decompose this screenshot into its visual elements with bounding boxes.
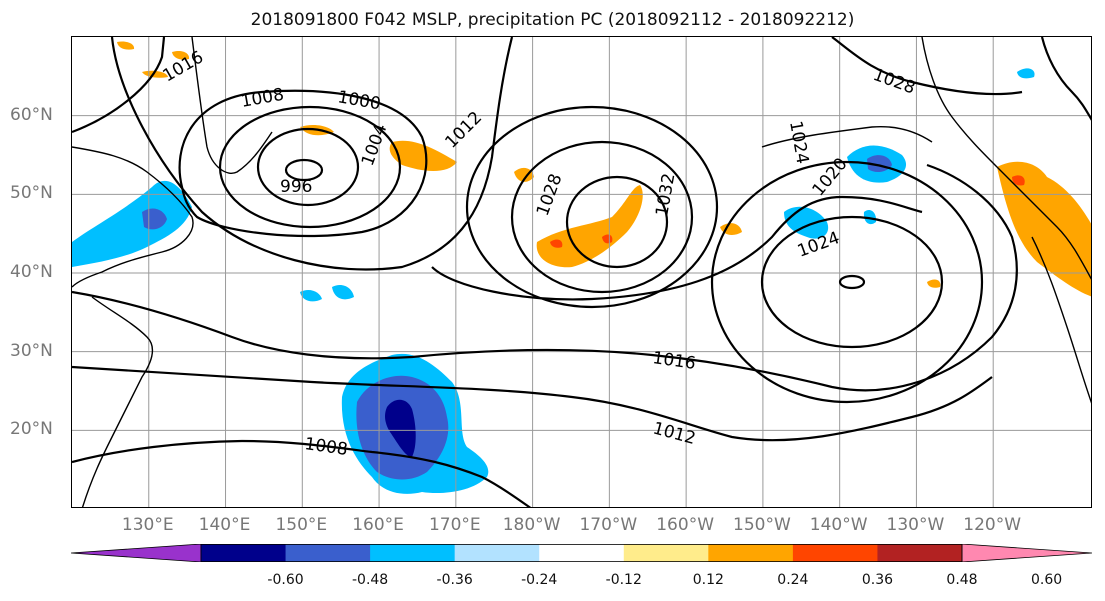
colorbar-segment — [708, 544, 794, 562]
map-canvas: 1016 1008 1000 996 1004 1012 1028 1032 1… — [72, 37, 1091, 507]
negative-precip-region — [385, 399, 416, 457]
isobar-1012-south — [72, 365, 993, 442]
isobar-1000 — [256, 127, 360, 207]
longitude-label: 120°W — [963, 515, 1022, 535]
isobar-label: 1024 — [785, 119, 812, 165]
longitude-label: 160°E — [352, 515, 404, 535]
colorbar-tick-label: 0.48 — [946, 572, 978, 588]
isobar-1024-east — [760, 215, 944, 349]
positive-precip-region — [172, 50, 190, 60]
isobar-northeast — [831, 37, 1023, 96]
isobar-1016 — [72, 163, 1018, 392]
latitude-label: 40°N — [10, 262, 53, 282]
colorbar-tick-label: -0.24 — [521, 572, 558, 588]
colorbar-segment — [370, 544, 456, 562]
map-panel: 1016 1008 1000 996 1004 1012 1028 1032 1… — [71, 36, 1092, 508]
colorbar-segment — [201, 544, 287, 562]
isobar-996 — [284, 158, 324, 182]
latitude-label: 20°N — [10, 419, 53, 440]
isobar-1020 — [431, 195, 923, 301]
longitude-label: 170°W — [579, 515, 638, 535]
longitude-label: 180°W — [502, 515, 561, 535]
longitude-label: 130°E — [121, 515, 174, 535]
colorbar-tick-label: -0.12 — [605, 572, 642, 588]
isobar-label: 1008 — [239, 85, 285, 112]
negative-precip-region — [1017, 68, 1035, 79]
longitude-label: 150°W — [733, 515, 791, 535]
colorbar-segment — [454, 544, 540, 562]
isobar-1020-east — [710, 160, 984, 404]
colorbar-tick-label: 0.60 — [1030, 572, 1063, 588]
negative-precip-region — [300, 289, 322, 302]
isobar-label: 1028 — [533, 171, 567, 218]
positive-precip-region — [514, 167, 534, 182]
longitude-label: 170°E — [428, 515, 481, 535]
isobar-1008-south — [72, 439, 532, 507]
colorbar-outline — [200, 544, 963, 562]
isobar-1028 — [510, 140, 694, 294]
negative-precip-region — [332, 285, 354, 300]
positive-precip-region — [720, 223, 742, 235]
negative-precip-region — [72, 180, 192, 267]
positive-precip-region — [1012, 175, 1025, 186]
colorbar-tick-label: -0.48 — [351, 572, 389, 588]
negative-precip-region — [863, 210, 877, 225]
isobar-label: 996 — [280, 177, 312, 197]
longitude-label: 140°E — [198, 515, 251, 535]
colorbar-tick-label: -0.60 — [267, 572, 304, 588]
isobar-1012 — [110, 37, 514, 271]
map-title: 2018091800 F042 MSLP, precipitation PC (… — [250, 10, 855, 30]
latitude-label: 50°N — [10, 183, 53, 204]
positive-precip-region — [536, 185, 643, 268]
negative-precip-region — [142, 208, 167, 230]
colorbar-segment — [539, 544, 625, 562]
longitude-label: 130°W — [886, 515, 945, 535]
colorbar-tick-label: 0.36 — [861, 572, 894, 588]
graticule — [72, 37, 1091, 507]
isobar-northeast — [1040, 37, 1091, 121]
colorbar-extend-high — [961, 544, 1092, 562]
positive-precip-region — [550, 239, 563, 248]
isobar-1024 — [465, 105, 719, 309]
colorbar-tick-label: 0.12 — [692, 572, 724, 588]
colorbar-tick-label: 0.24 — [777, 572, 809, 588]
isobar-label: 1012 — [651, 419, 698, 450]
positive-precip-region — [389, 140, 457, 171]
longitude-label: 140°W — [809, 515, 868, 535]
isobars — [72, 37, 1091, 507]
coastlines — [72, 37, 1091, 507]
isobar-label: 1008 — [303, 434, 349, 460]
colorbar-segment — [623, 544, 709, 562]
positive-precip-region — [927, 279, 941, 288]
longitude-label: 160°W — [656, 515, 715, 535]
colorbar-tick-label: -0.36 — [436, 572, 473, 588]
positive-precip-region — [997, 161, 1091, 297]
isobar-1032 — [565, 175, 669, 269]
latitude-label: 30°N — [10, 340, 53, 361]
isobar-1008 — [178, 89, 428, 238]
isobar-label: 1004 — [358, 121, 392, 168]
longitude-label: 150°E — [275, 515, 328, 535]
colorbar-segment — [285, 544, 371, 562]
colorbar-segment — [877, 544, 963, 562]
isobar-1004 — [218, 105, 402, 229]
isobar-label: 1028 — [870, 65, 917, 99]
latitude-label: 60°N — [10, 104, 53, 125]
colorbar-segment — [792, 544, 878, 562]
isobar-1016 — [72, 37, 166, 134]
isobar-label: 1032 — [652, 172, 679, 218]
isobar-label: 1012 — [441, 108, 486, 153]
colorbar — [71, 544, 1092, 562]
isobar-1028-east — [838, 274, 866, 290]
colorbar-extend-low — [71, 544, 202, 562]
positive-precip-region — [117, 41, 135, 50]
